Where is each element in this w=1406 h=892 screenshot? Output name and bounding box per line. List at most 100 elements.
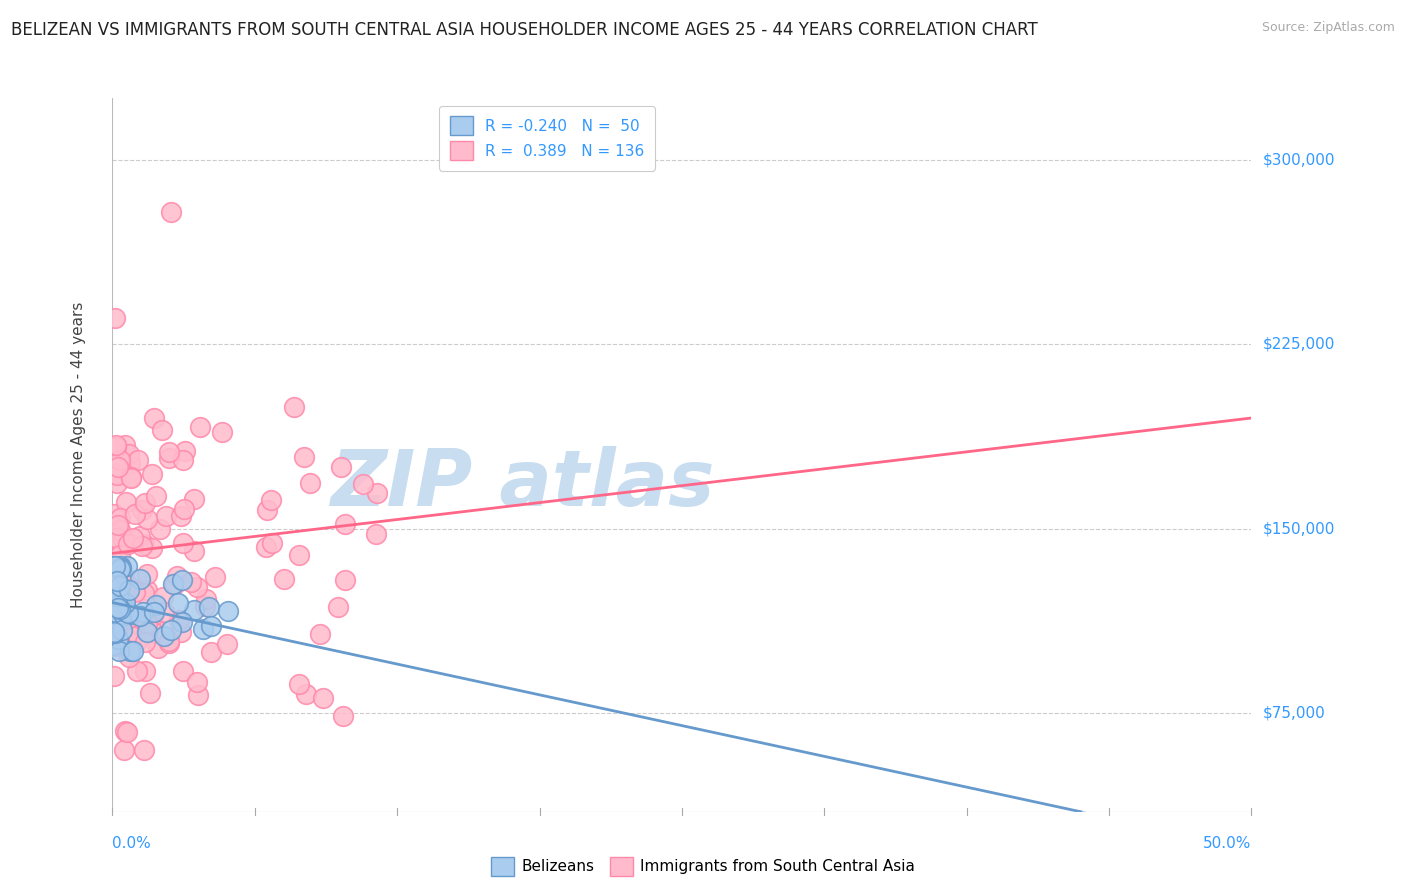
Point bbox=[142, 615, 165, 629]
Point bbox=[288, 548, 311, 562]
Point bbox=[105, 475, 128, 490]
Text: Householder Income Ages 25 - 44 years: Householder Income Ages 25 - 44 years bbox=[70, 301, 86, 608]
Point bbox=[114, 596, 136, 610]
Point bbox=[135, 617, 157, 632]
Point bbox=[332, 708, 354, 723]
Point bbox=[129, 619, 152, 633]
Point bbox=[108, 644, 131, 658]
Point bbox=[110, 624, 132, 638]
Point bbox=[103, 597, 125, 611]
Point bbox=[217, 636, 239, 650]
Point bbox=[108, 594, 131, 608]
Point bbox=[107, 589, 129, 603]
Point bbox=[120, 470, 142, 484]
Point bbox=[103, 624, 125, 639]
Point bbox=[105, 594, 128, 608]
Point bbox=[152, 591, 174, 605]
Point bbox=[103, 580, 125, 594]
Point bbox=[122, 583, 145, 598]
Point bbox=[134, 664, 156, 678]
Point bbox=[111, 599, 134, 613]
Point bbox=[117, 537, 139, 551]
Point bbox=[121, 532, 143, 546]
Point bbox=[104, 440, 127, 454]
Point bbox=[103, 507, 125, 521]
Point bbox=[333, 573, 356, 587]
Text: Source: ZipAtlas.com: Source: ZipAtlas.com bbox=[1261, 21, 1395, 34]
Point bbox=[138, 686, 160, 700]
Point bbox=[326, 599, 349, 614]
Point bbox=[105, 599, 128, 613]
Point bbox=[366, 486, 388, 500]
Point bbox=[103, 669, 125, 683]
Point bbox=[298, 476, 321, 491]
Point bbox=[194, 592, 217, 607]
Point bbox=[273, 572, 295, 586]
Point bbox=[172, 573, 194, 587]
Point bbox=[292, 450, 315, 465]
Point bbox=[166, 568, 188, 582]
Point bbox=[103, 311, 125, 326]
Point bbox=[110, 537, 132, 551]
Point bbox=[114, 601, 136, 615]
Point bbox=[104, 639, 127, 653]
Point bbox=[107, 632, 129, 646]
Point bbox=[105, 438, 128, 452]
Point bbox=[122, 644, 145, 658]
Point bbox=[124, 610, 146, 624]
Point bbox=[173, 502, 195, 516]
Legend: Belizeans, Immigrants from South Central Asia: Belizeans, Immigrants from South Central… bbox=[485, 851, 921, 881]
Point bbox=[157, 450, 180, 465]
Point bbox=[120, 607, 142, 622]
Point bbox=[142, 410, 165, 425]
Point bbox=[312, 690, 335, 705]
Point bbox=[108, 548, 131, 562]
Point bbox=[200, 645, 222, 659]
Point bbox=[114, 595, 136, 609]
Point bbox=[118, 578, 141, 592]
Point bbox=[128, 529, 150, 543]
Point bbox=[112, 568, 135, 582]
Point bbox=[200, 619, 222, 633]
Point bbox=[150, 423, 173, 437]
Point bbox=[131, 539, 153, 553]
Text: ZIP atlas: ZIP atlas bbox=[330, 447, 714, 523]
Text: $225,000: $225,000 bbox=[1263, 336, 1334, 351]
Point bbox=[335, 516, 357, 531]
Point bbox=[166, 596, 188, 610]
Point bbox=[162, 576, 184, 591]
Point bbox=[170, 625, 193, 640]
Point bbox=[118, 650, 141, 665]
Point bbox=[127, 632, 149, 647]
Point bbox=[112, 532, 135, 546]
Text: $300,000: $300,000 bbox=[1263, 153, 1334, 167]
Point bbox=[101, 558, 124, 573]
Point bbox=[204, 570, 226, 584]
Point bbox=[103, 572, 125, 586]
Point bbox=[155, 508, 177, 523]
Point bbox=[160, 204, 183, 219]
Point bbox=[108, 579, 131, 593]
Point bbox=[115, 558, 138, 573]
Point bbox=[108, 511, 131, 525]
Point bbox=[114, 437, 136, 451]
Point bbox=[107, 518, 129, 533]
Point bbox=[172, 536, 194, 550]
Point bbox=[188, 420, 211, 434]
Point bbox=[295, 687, 318, 701]
Point bbox=[110, 591, 132, 605]
Point bbox=[110, 560, 132, 574]
Point bbox=[127, 452, 149, 467]
Point bbox=[288, 677, 311, 691]
Point bbox=[142, 605, 165, 619]
Point bbox=[136, 582, 159, 597]
Point bbox=[135, 511, 157, 525]
Point bbox=[103, 466, 125, 480]
Point bbox=[103, 574, 125, 589]
Point bbox=[108, 610, 131, 624]
Point bbox=[132, 605, 155, 619]
Point bbox=[103, 531, 125, 545]
Point bbox=[108, 588, 131, 602]
Point bbox=[107, 460, 129, 475]
Point bbox=[108, 610, 131, 624]
